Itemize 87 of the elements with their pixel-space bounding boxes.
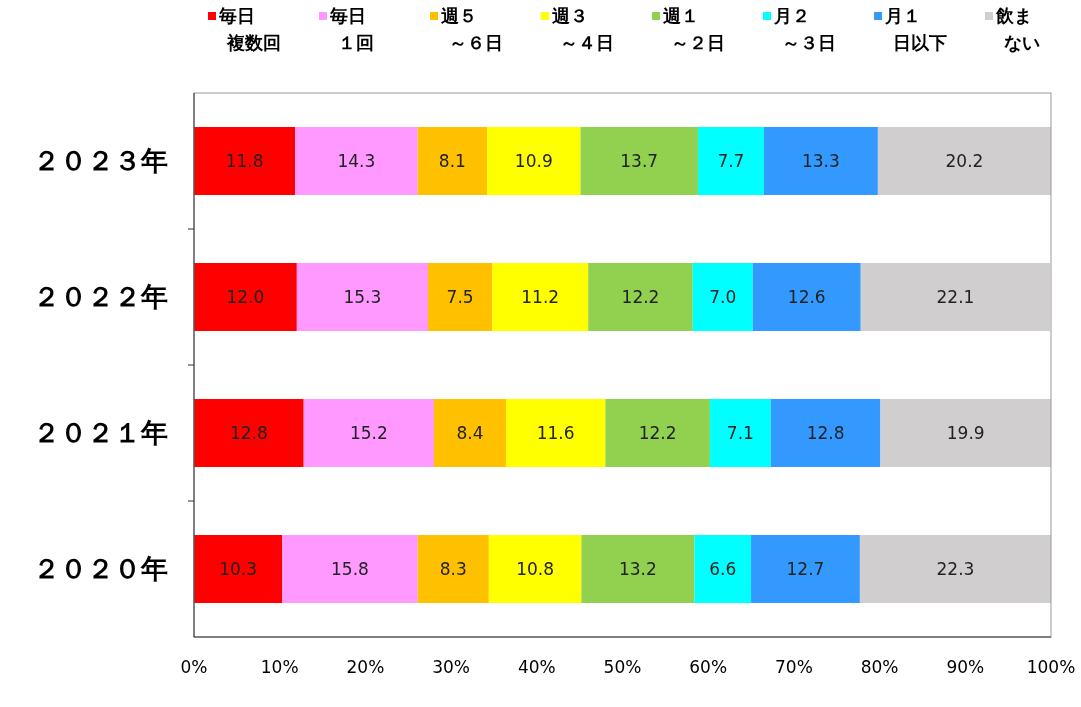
data-label: 11.8 (225, 150, 264, 171)
data-label: 14.3 (337, 150, 376, 171)
bar (505, 399, 606, 467)
bar (194, 127, 296, 195)
legend-label: 毎日複数回 (218, 5, 281, 53)
data-label: 13.2 (619, 558, 657, 579)
x-tick-label: 10% (260, 657, 299, 677)
y-tick-label: ２０２３年 (33, 145, 168, 177)
data-label: 10.9 (514, 150, 553, 171)
x-tick-label: 70% (775, 657, 813, 677)
x-tick-label: 100% (1026, 657, 1076, 677)
bar (487, 127, 581, 195)
data-label: 13.7 (620, 150, 659, 171)
y-tick-label: ２０２１年 (33, 417, 168, 449)
legend-label: 週５～６日 (440, 5, 503, 53)
data-label: 11.6 (536, 422, 575, 443)
bar (697, 127, 764, 195)
bar (427, 263, 493, 331)
data-label: 13.3 (801, 150, 840, 171)
bar (492, 263, 589, 331)
bar (709, 399, 771, 467)
bar (296, 263, 428, 331)
bar (763, 127, 878, 195)
data-label: 19.9 (946, 422, 985, 443)
bar (588, 263, 693, 331)
data-label: 12.8 (229, 422, 268, 443)
data-label: 12.7 (786, 558, 825, 579)
bar (282, 535, 418, 603)
x-tick-label: 0% (180, 657, 208, 677)
data-label: 12.0 (226, 286, 265, 307)
data-label: 22.3 (936, 558, 975, 579)
x-tick-label: 30% (432, 657, 470, 677)
legend-label: 月１日以下 (884, 5, 947, 53)
x-tick-label: 20% (346, 657, 385, 677)
bar (194, 399, 304, 467)
bar (877, 127, 1051, 195)
data-label: 20.2 (945, 150, 984, 171)
x-tick-label: 50% (603, 657, 642, 677)
x-tick-label: 90% (946, 657, 985, 677)
data-label: 8.3 (439, 558, 467, 579)
data-label: 7.7 (717, 150, 745, 171)
legend-label: 飲まない (995, 5, 1040, 53)
bar (751, 535, 860, 603)
bar (860, 263, 1051, 331)
bar (752, 263, 861, 331)
bar (859, 535, 1051, 603)
bar (433, 399, 506, 467)
data-label: 8.4 (456, 422, 484, 443)
bar (303, 399, 434, 467)
bar (694, 535, 752, 603)
data-label: 15.3 (343, 286, 382, 307)
bar (194, 263, 297, 331)
bar (581, 535, 695, 603)
bar (580, 127, 698, 195)
data-label: 8.1 (438, 150, 466, 171)
data-label: 12.8 (806, 422, 845, 443)
bar (194, 535, 283, 603)
bar (605, 399, 710, 467)
data-label: 7.5 (446, 286, 474, 307)
data-label: 6.6 (709, 558, 737, 579)
x-tick-label: 40% (517, 657, 556, 677)
data-label: 12.2 (638, 422, 677, 443)
data-label: 7.1 (726, 422, 754, 443)
data-label: 10.3 (219, 558, 258, 579)
data-label: 15.8 (331, 558, 369, 579)
data-label: 10.8 (516, 558, 555, 579)
data-label: 12.6 (787, 286, 826, 307)
legend-label: 週１～２日 (662, 5, 725, 53)
x-tick-label: 60% (689, 657, 728, 677)
bar (770, 399, 881, 467)
data-label: 15.2 (349, 422, 388, 443)
data-label: 22.1 (936, 286, 975, 307)
y-tick-label: ２０２０年 (33, 553, 168, 585)
data-label: 12.2 (621, 286, 660, 307)
bar (295, 127, 418, 195)
legend-label: 週３～４日 (551, 5, 614, 53)
bar (880, 399, 1051, 467)
data-label: 7.0 (709, 286, 737, 307)
data-label: 11.2 (521, 286, 560, 307)
bar (417, 535, 489, 603)
bar (488, 535, 582, 603)
legend-label: 月２～３日 (773, 5, 836, 53)
legend-label: 毎日１回 (329, 5, 374, 53)
bar (417, 127, 488, 195)
x-tick-label: 80% (860, 657, 899, 677)
bar (692, 263, 753, 331)
y-tick-label: ２０２２年 (33, 281, 168, 313)
